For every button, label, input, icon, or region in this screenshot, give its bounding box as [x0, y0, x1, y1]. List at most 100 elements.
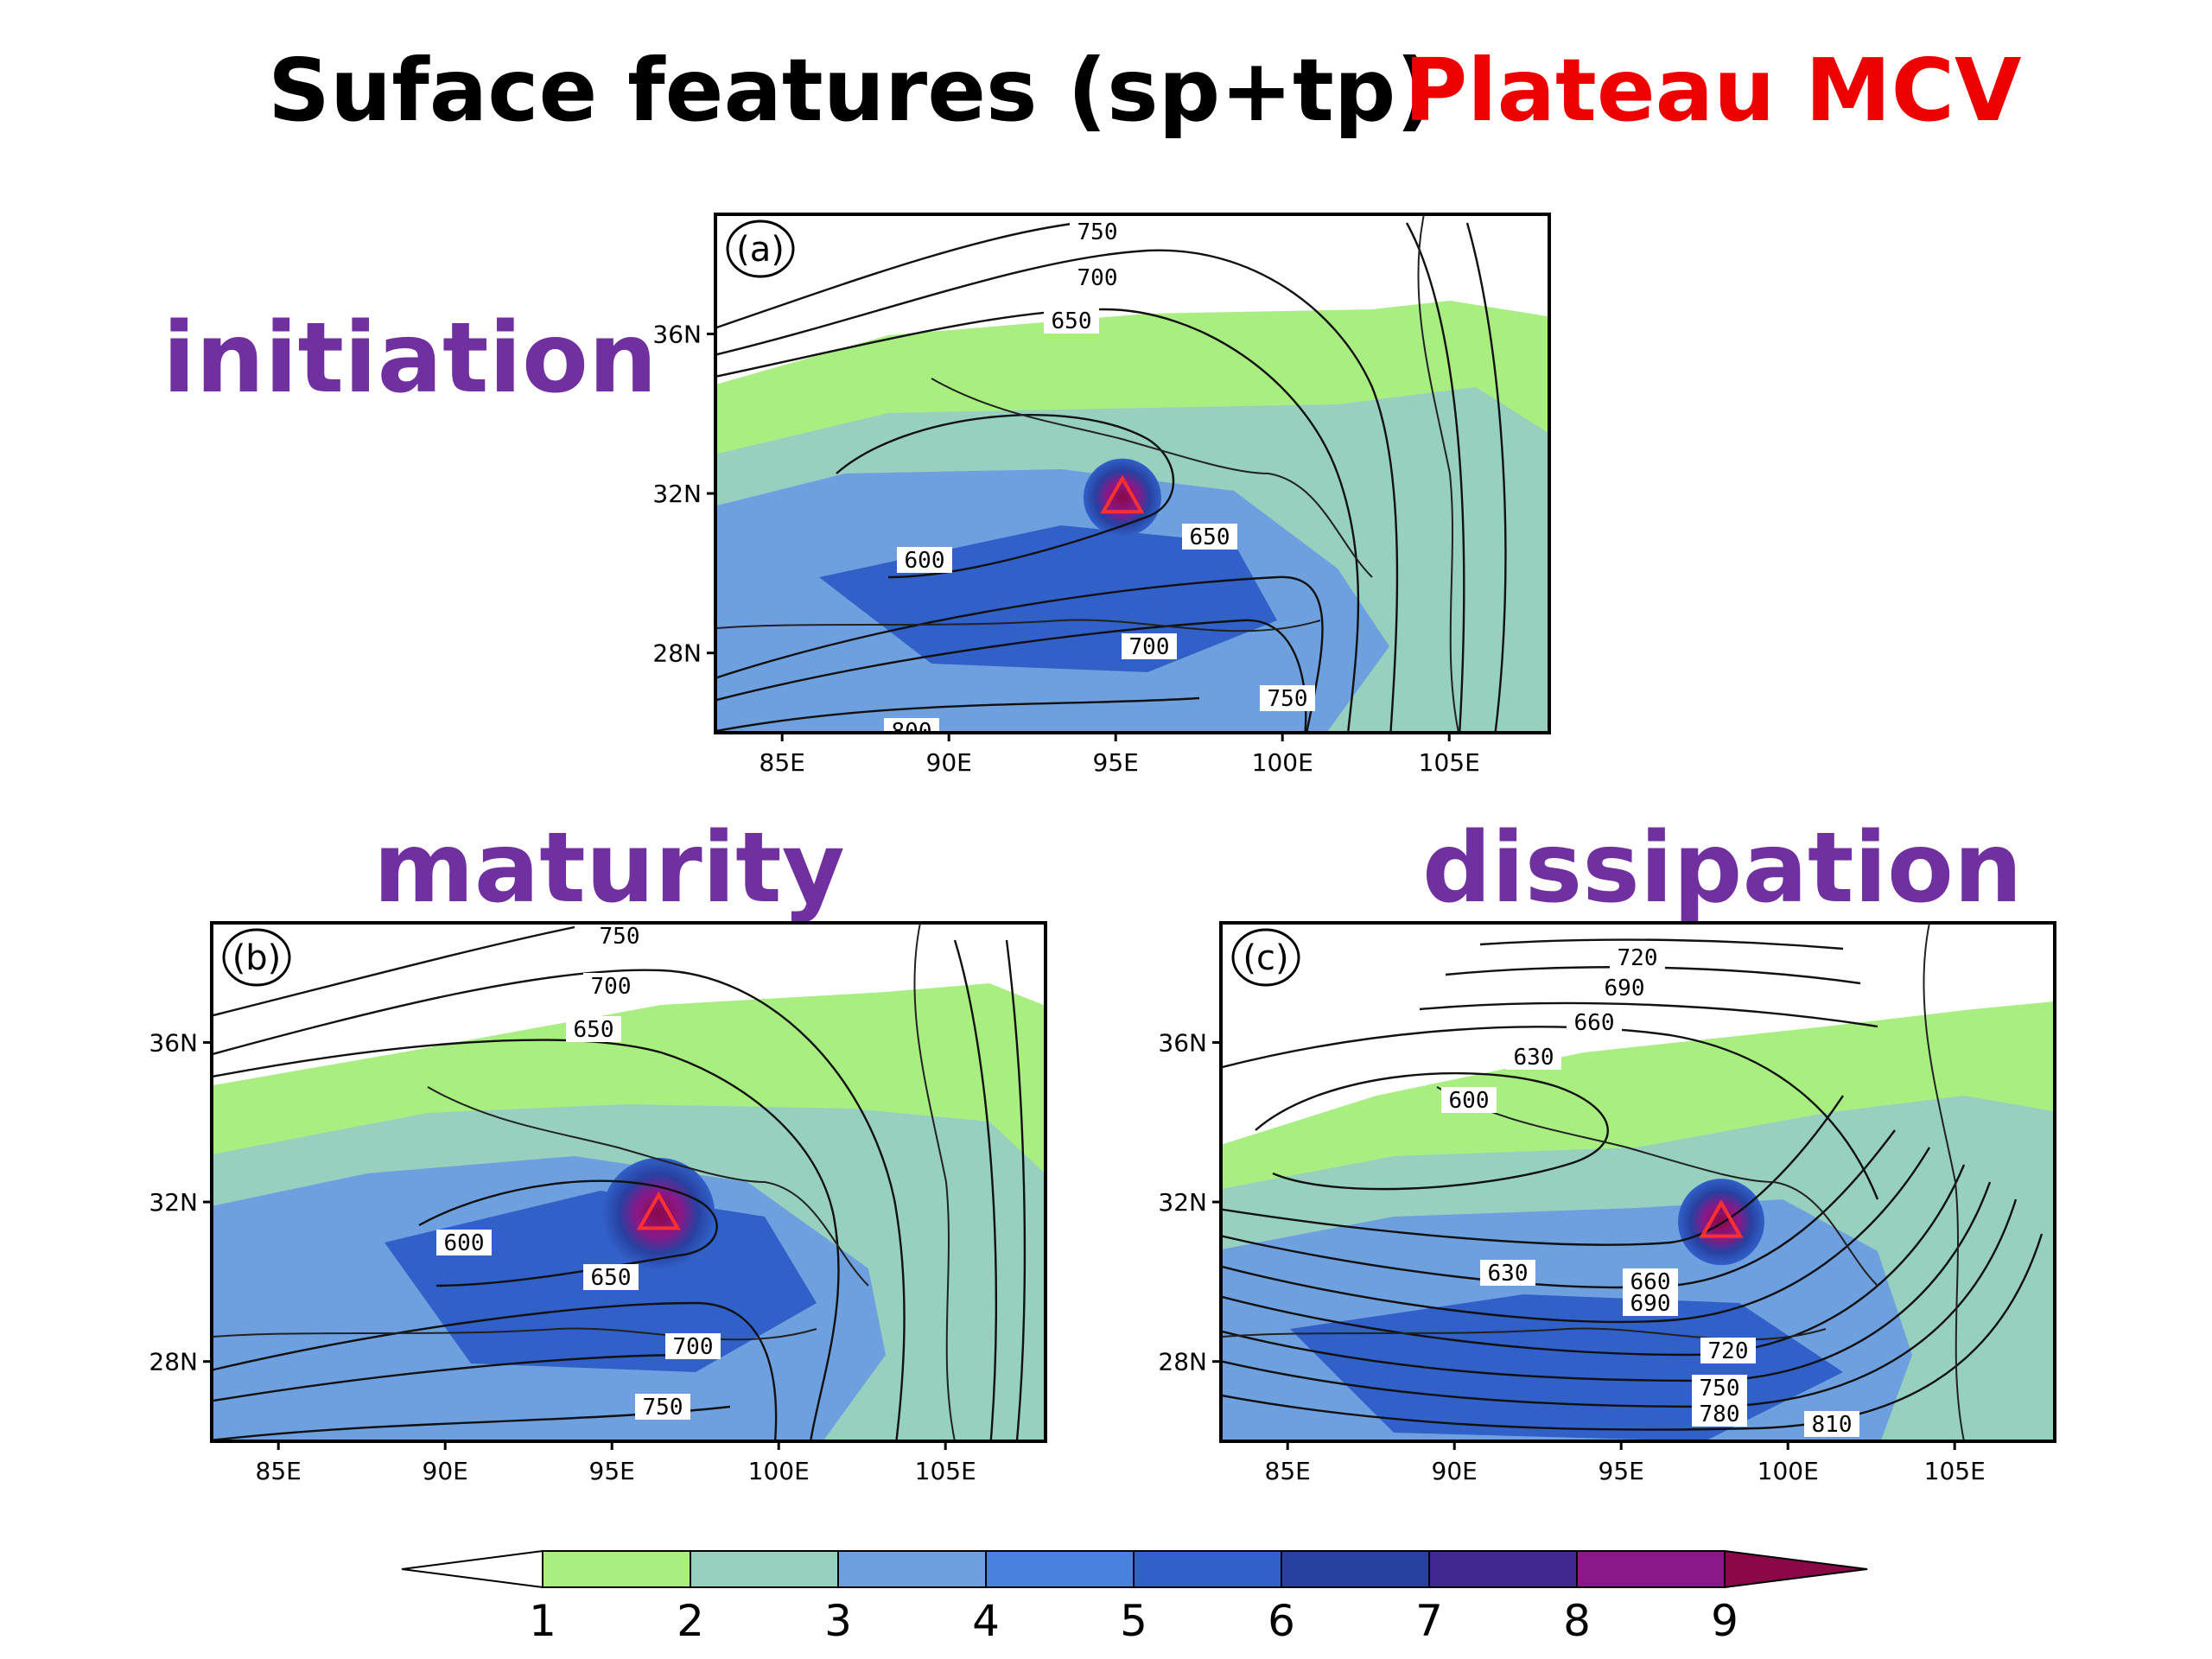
panel-label-circle — [726, 219, 795, 278]
isobar-line — [1221, 1164, 1966, 1357]
isobar-line — [1221, 1095, 1844, 1246]
lon-tick-label: 95E — [1093, 748, 1139, 777]
contour-label: 700 — [591, 974, 632, 1000]
border-line — [212, 1327, 817, 1341]
lat-tick-label: 28N — [1158, 1348, 1207, 1376]
contour-label-bg — [1441, 1087, 1497, 1113]
colorbar-segment — [1576, 1550, 1726, 1588]
contour-label: 600 — [444, 1230, 485, 1256]
colorbar-segment — [1281, 1550, 1430, 1588]
contour-label-bg — [592, 923, 647, 949]
lon-tick-label: 100E — [1252, 748, 1313, 777]
contour-label: 690 — [1605, 976, 1645, 1001]
colorbar-tick-label: 2 — [677, 1596, 704, 1646]
lon-tick-label: 100E — [1758, 1457, 1819, 1485]
contour-label: 700 — [1129, 634, 1170, 660]
contour-label: 750 — [1268, 686, 1308, 712]
colorbar-tick-label: 4 — [972, 1596, 1000, 1646]
contour-label: 630 — [1514, 1045, 1554, 1071]
isobar-line — [715, 575, 1324, 733]
contour-label: 700 — [1077, 265, 1118, 291]
contour-label: 660 — [1574, 1010, 1615, 1036]
isobar-line — [953, 939, 998, 1441]
isobar-line — [1221, 1233, 2044, 1431]
isobar-line — [836, 414, 1175, 579]
colorbar-segment — [690, 1550, 839, 1588]
contour-label-bg — [1597, 975, 1652, 1001]
lon-tick-label: 105E — [915, 1457, 976, 1485]
colorbar-segment — [542, 1550, 691, 1588]
border-line — [427, 1086, 869, 1287]
border-line — [715, 619, 1321, 632]
contour-label: 650 — [574, 1017, 614, 1043]
contour-label: 650 — [1190, 524, 1230, 550]
panel-label: (b) — [232, 938, 282, 978]
contour-label: 690 — [1630, 1291, 1671, 1317]
map-frame — [210, 921, 1047, 1443]
contour-label-bg — [1044, 308, 1099, 334]
lat-tick-label: 28N — [652, 639, 702, 668]
colorbar-tick-label: 1 — [529, 1596, 556, 1646]
contour-label-bg — [1700, 1338, 1756, 1363]
lat-tick-label: 32N — [1158, 1188, 1207, 1217]
figure-title: Suface features (sp+tp) — [268, 40, 1436, 141]
lat-tick-label: 32N — [652, 480, 702, 508]
contour-label: 750 — [643, 1395, 683, 1421]
lat-tick-label: 36N — [1158, 1028, 1207, 1057]
contour-label-bg — [1480, 1260, 1535, 1286]
map-panel: 750 700 650 600 650 700 750 800 (b) 85E 90E 95E 100E… — [149, 921, 1047, 1485]
mcv-center-triangle-icon — [1699, 1199, 1744, 1238]
stage-label-initiation: initiation — [162, 302, 658, 415]
colorbar-tick-label: 9 — [1711, 1596, 1738, 1646]
lat-tick-label: 36N — [652, 320, 702, 348]
contour-label-bg — [583, 973, 639, 999]
lon-tick-label: 95E — [589, 1457, 635, 1485]
contour-label-bg — [635, 1394, 690, 1420]
isobar-line — [212, 969, 906, 1441]
intensity-core — [1678, 1179, 1764, 1266]
isobar-line — [715, 249, 1399, 733]
border-line — [913, 923, 956, 1441]
contour-label-bg — [1070, 219, 1125, 245]
panel-label-circle — [222, 928, 291, 987]
contour-label-bg — [897, 547, 952, 573]
colorbar: 1 2 3 4 5 6 7 8 9 — [401, 1549, 1868, 1646]
panel-label: (a) — [736, 230, 785, 270]
lat-tick-label: 36N — [149, 1028, 198, 1057]
map-panel: 750 700 650 650 600 700 750 800 (a) 85E 90E 95E 100E… — [652, 213, 1551, 777]
border-line — [1923, 923, 1965, 1441]
contour-label: 600 — [1449, 1088, 1490, 1114]
colorbar-tick-label: 6 — [1268, 1596, 1295, 1646]
contour-label-bg — [1692, 1401, 1747, 1427]
contour-label-bg — [884, 718, 939, 733]
contour-label: 750 — [600, 924, 640, 950]
lon-tick-label: 90E — [926, 748, 972, 777]
isobar-line — [212, 1039, 840, 1441]
contour-label-bg — [1506, 1044, 1561, 1070]
lon-tick-label: 95E — [1599, 1457, 1644, 1485]
contour-label-bg — [583, 1264, 639, 1290]
colorbar-low-arrow — [401, 1549, 543, 1589]
lon-tick-label: 90E — [1432, 1457, 1478, 1485]
colorbar-tick-label: 8 — [1563, 1596, 1591, 1646]
lon-tick-label: 85E — [1265, 1457, 1311, 1485]
colorbar-segment — [837, 1550, 987, 1588]
isobar-line — [212, 1301, 778, 1441]
contour-label: 650 — [591, 1265, 632, 1291]
lon-tick-label: 105E — [1924, 1457, 1986, 1485]
intensity-core — [1083, 458, 1161, 537]
lon-tick-label: 105E — [1419, 748, 1480, 777]
lon-tick-label: 85E — [256, 1457, 302, 1485]
panel-label-circle — [1231, 928, 1300, 987]
contour-label: 750 — [1700, 1376, 1740, 1402]
lat-tick-label: 32N — [149, 1188, 198, 1217]
colorbar-tick-label: 5 — [1120, 1596, 1147, 1646]
contour-label-bg — [665, 1333, 721, 1359]
contour-label-bg — [1070, 264, 1125, 290]
contour-label: 800 — [816, 1440, 856, 1466]
contour-label: 780 — [1700, 1402, 1740, 1427]
colorbar-segment — [985, 1550, 1135, 1588]
contour-label: 700 — [673, 1334, 714, 1360]
